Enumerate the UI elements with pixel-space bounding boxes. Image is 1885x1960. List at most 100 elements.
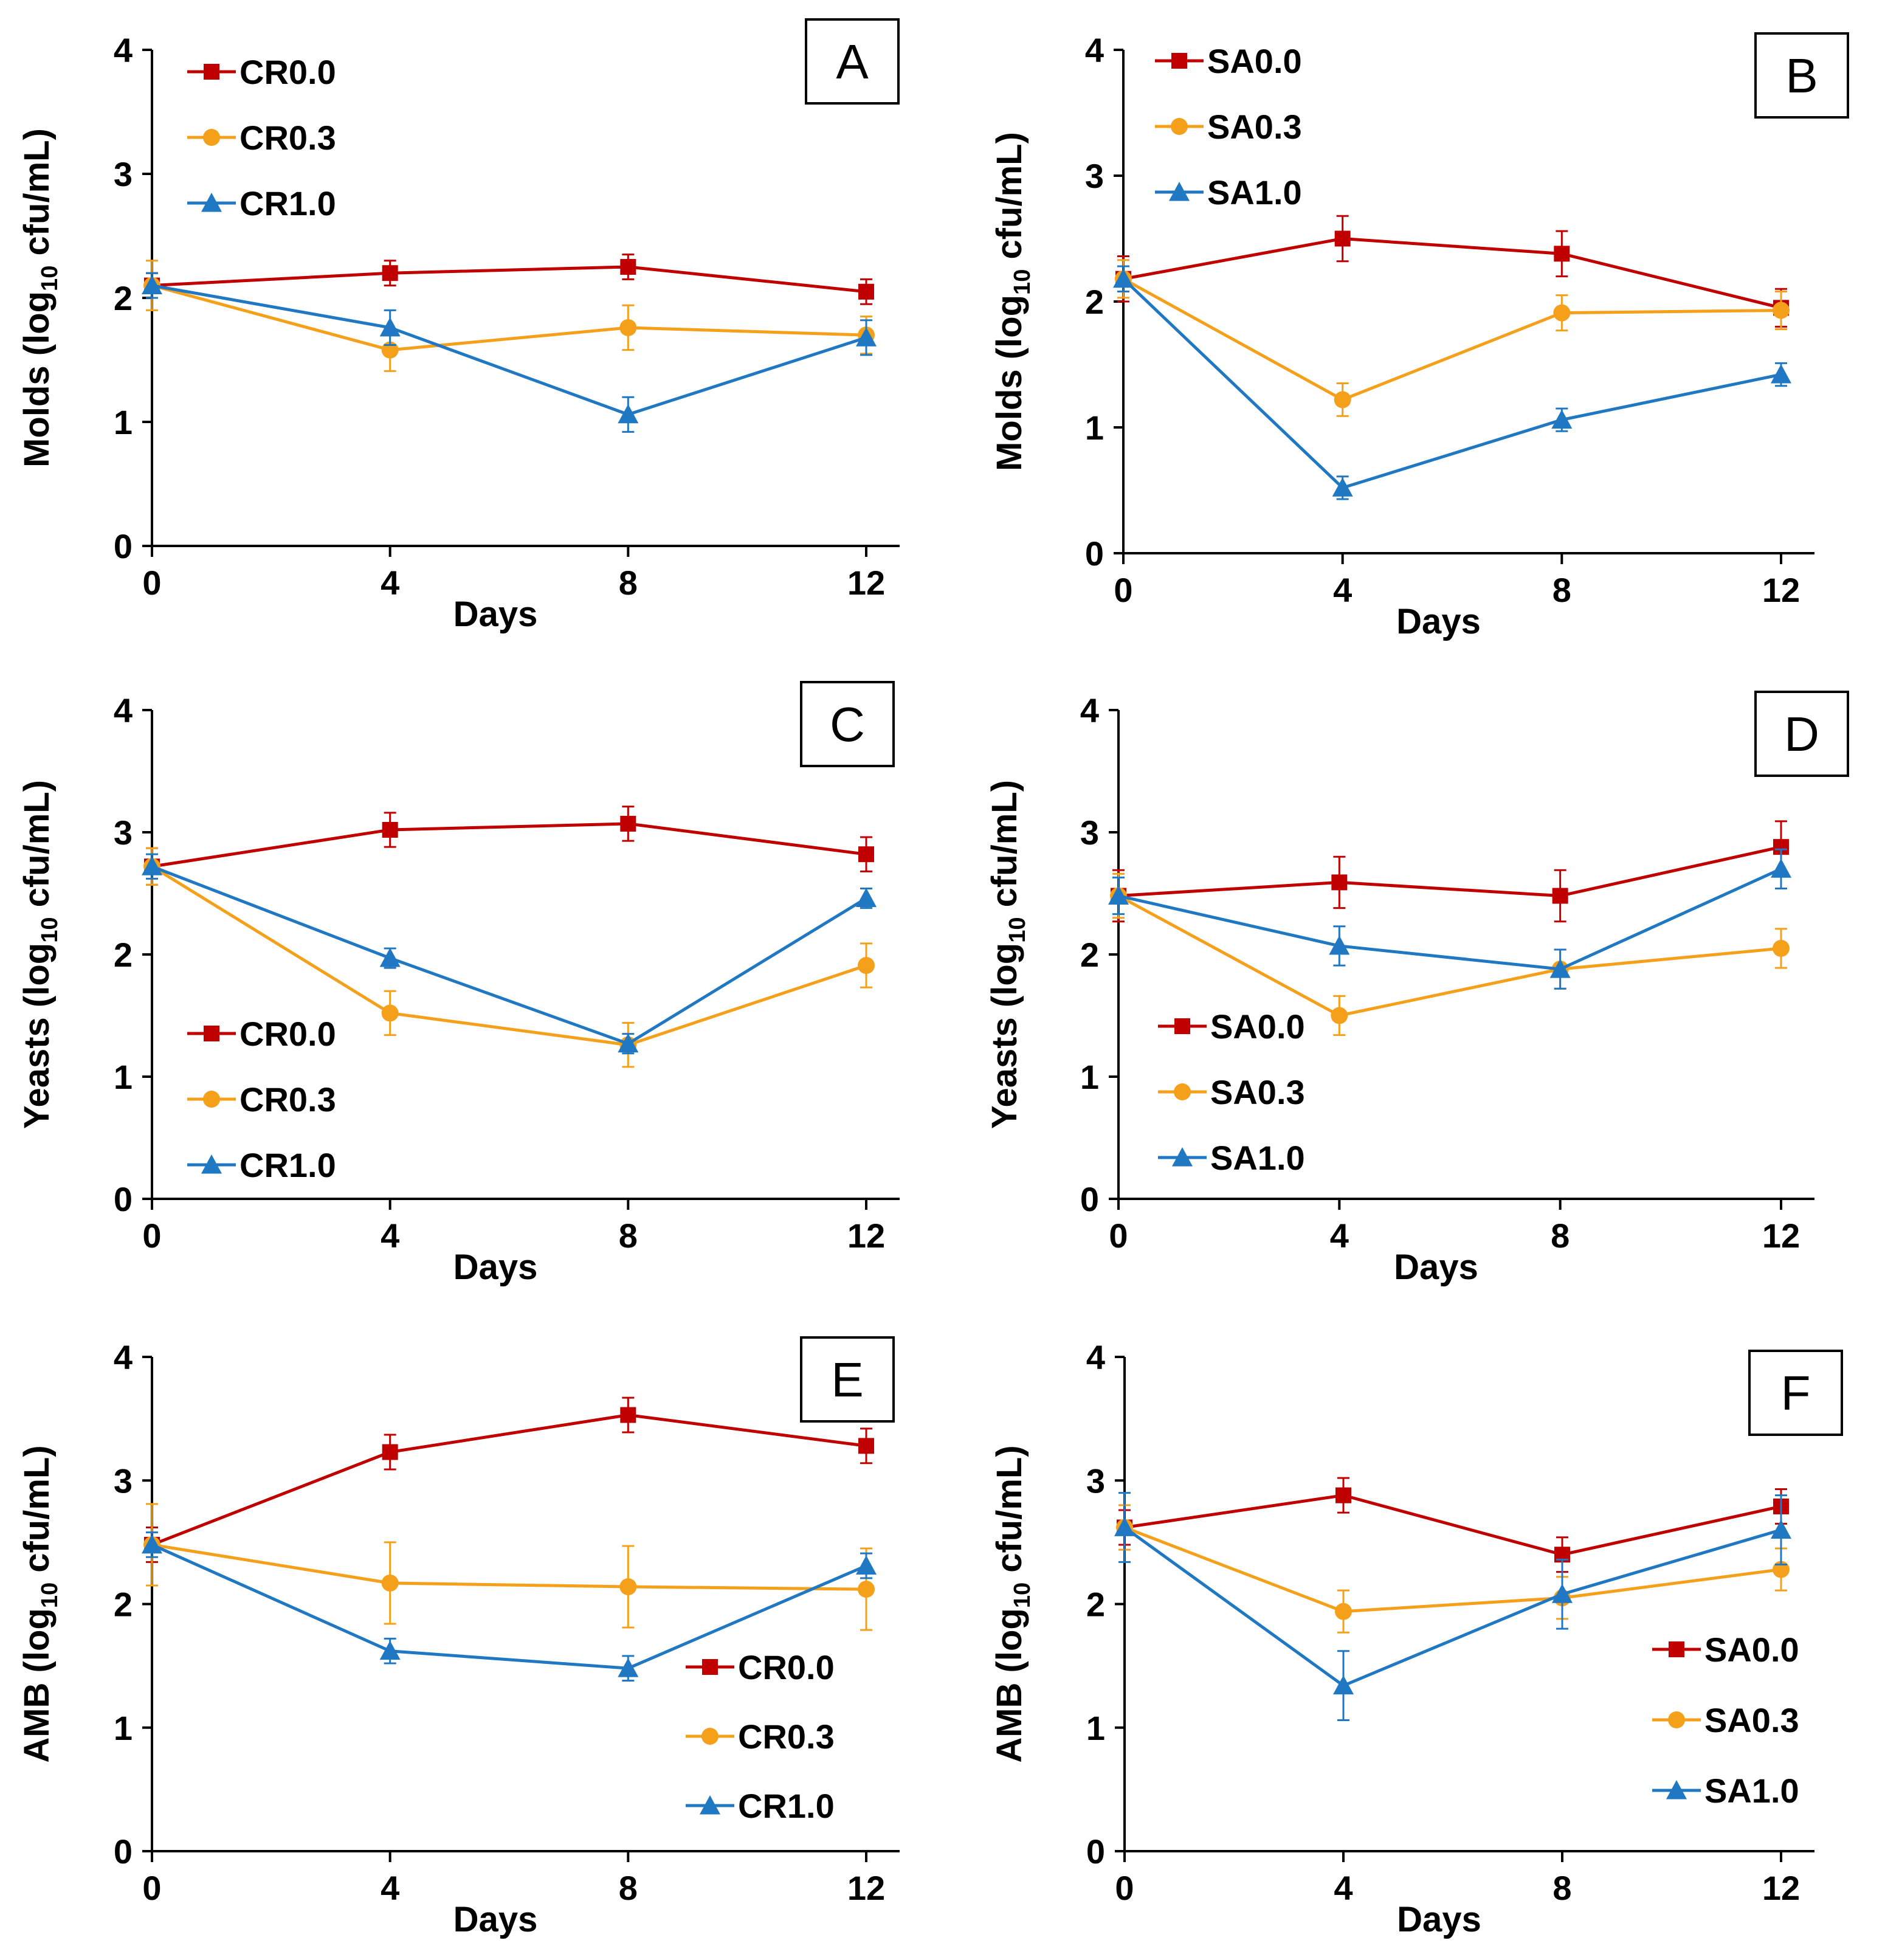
legend-marker	[702, 1659, 718, 1675]
data-point	[1771, 858, 1791, 878]
legend-label: SA0.0	[1704, 1630, 1799, 1669]
y-tick-label: 3	[114, 813, 133, 852]
y-axis-title-end: cfu/mL)	[17, 128, 57, 266]
x-tick-label: 12	[847, 1216, 885, 1255]
data-point	[858, 957, 875, 975]
data-point	[1331, 1007, 1348, 1024]
series-line	[151, 1543, 867, 1591]
data-point	[382, 265, 398, 281]
y-axis-title-main: Yeasts (log	[985, 943, 1024, 1129]
y-tick-label: 2	[114, 1586, 133, 1624]
y-tick-label: 0	[114, 1180, 133, 1218]
x-tick-label: 12	[1762, 1216, 1800, 1255]
data-point	[1771, 364, 1791, 384]
series-line	[1117, 894, 1782, 1018]
y-tick-label: 2	[1080, 936, 1099, 974]
series-line	[1118, 845, 1782, 898]
series-CR1.0	[142, 853, 877, 1055]
data-point	[856, 888, 877, 907]
series-line	[151, 284, 867, 416]
legend-marker	[1171, 53, 1187, 69]
legend-marker	[1174, 1018, 1190, 1034]
y-axis-title-main: AMB (log	[990, 1608, 1029, 1763]
x-axis-title: Days	[1394, 1247, 1478, 1287]
x-tick-label: 4	[1330, 1216, 1349, 1255]
legend-label: CR0.3	[738, 1717, 835, 1756]
panel-label-box	[800, 1336, 895, 1423]
data-point	[858, 1438, 874, 1454]
y-axis-title-subscript: 10	[37, 917, 63, 943]
legend-label: CR0.0	[738, 1648, 835, 1686]
data-point	[1335, 1603, 1352, 1620]
series-line	[1124, 1494, 1782, 1556]
y-tick-label: 3	[114, 1461, 133, 1500]
legend: SA0.0 SA0.3 SA1.0	[1158, 1007, 1305, 1177]
legend-marker	[701, 1728, 719, 1745]
panel-label: C	[830, 697, 865, 751]
y-tick-label: 0	[114, 527, 133, 565]
y-axis-title: Yeasts (log10 cfu/mL)	[17, 780, 63, 1129]
x-tick-label: 12	[847, 564, 885, 602]
y-tick-label: 1	[1086, 1709, 1105, 1747]
series-SA0.3	[1115, 259, 1790, 417]
legend-label: CR1.0	[240, 184, 336, 223]
x-tick-label: 0	[142, 564, 161, 602]
data-point	[1771, 1519, 1791, 1539]
legend-label: SA0.0	[1210, 1007, 1305, 1046]
series-line	[1123, 1526, 1782, 1688]
data-point	[1334, 391, 1351, 409]
x-axis-title: Days	[453, 1900, 538, 1939]
y-axis-title-main: AMB (log	[17, 1608, 57, 1763]
series-SA1.0	[1108, 848, 1791, 990]
panel-label: D	[1784, 707, 1819, 761]
legend-marker	[700, 1795, 720, 1815]
legend-marker	[204, 64, 219, 80]
x-tick-label: 0	[142, 1216, 161, 1255]
series-SA1.0	[1113, 265, 1791, 500]
y-axis-title-subscript: 10	[1010, 1582, 1035, 1608]
data-point	[1551, 409, 1573, 429]
y-tick-label: 3	[1085, 157, 1104, 195]
y-tick-label: 3	[114, 155, 133, 193]
y-tick-label: 0	[1085, 534, 1104, 573]
legend-label: CR0.0	[240, 53, 336, 91]
series-line	[151, 864, 867, 1046]
y-axis-title-subscript: 10	[37, 1582, 63, 1608]
series-SA0.0	[1111, 820, 1789, 923]
legend-label: CR0.3	[240, 1080, 336, 1119]
y-tick-label: 0	[1086, 1832, 1105, 1871]
x-tick-label: 8	[1551, 1216, 1570, 1255]
legend-marker	[1169, 182, 1190, 201]
data-point	[382, 1444, 398, 1460]
series-line	[1124, 1526, 1782, 1613]
y-axis-title-main: Yeasts (log	[17, 943, 57, 1129]
legend-label: SA1.0	[1704, 1772, 1799, 1810]
y-axis-title-end: cfu/mL)	[17, 1445, 57, 1582]
y-tick-label: 2	[1086, 1586, 1105, 1624]
series-CR0.3	[143, 260, 875, 372]
legend-marker	[203, 129, 220, 146]
x-tick-label: 4	[381, 564, 399, 602]
legend-label: SA0.3	[1704, 1701, 1799, 1739]
series-line	[1118, 868, 1782, 971]
x-axis-title: Days	[1396, 602, 1481, 641]
legend-marker	[1668, 1711, 1685, 1728]
y-tick-label: 4	[1086, 1338, 1105, 1376]
legend-marker	[201, 1154, 222, 1174]
legend-label: SA0.0	[1207, 42, 1302, 80]
x-tick-label: 12	[1762, 571, 1800, 609]
data-point	[142, 1534, 162, 1554]
x-tick-label: 4	[381, 1216, 399, 1255]
data-point	[1553, 304, 1571, 322]
y-tick-label: 0	[114, 1832, 133, 1871]
y-axis-title-subscript: 10	[37, 266, 63, 291]
data-point	[382, 821, 398, 838]
y-axis-title-main: Molds (log	[17, 291, 57, 468]
series-line	[151, 265, 867, 294]
x-tick-label: 0	[142, 1869, 161, 1907]
y-axis-title: Molds (log10 cfu/mL)	[17, 128, 63, 468]
